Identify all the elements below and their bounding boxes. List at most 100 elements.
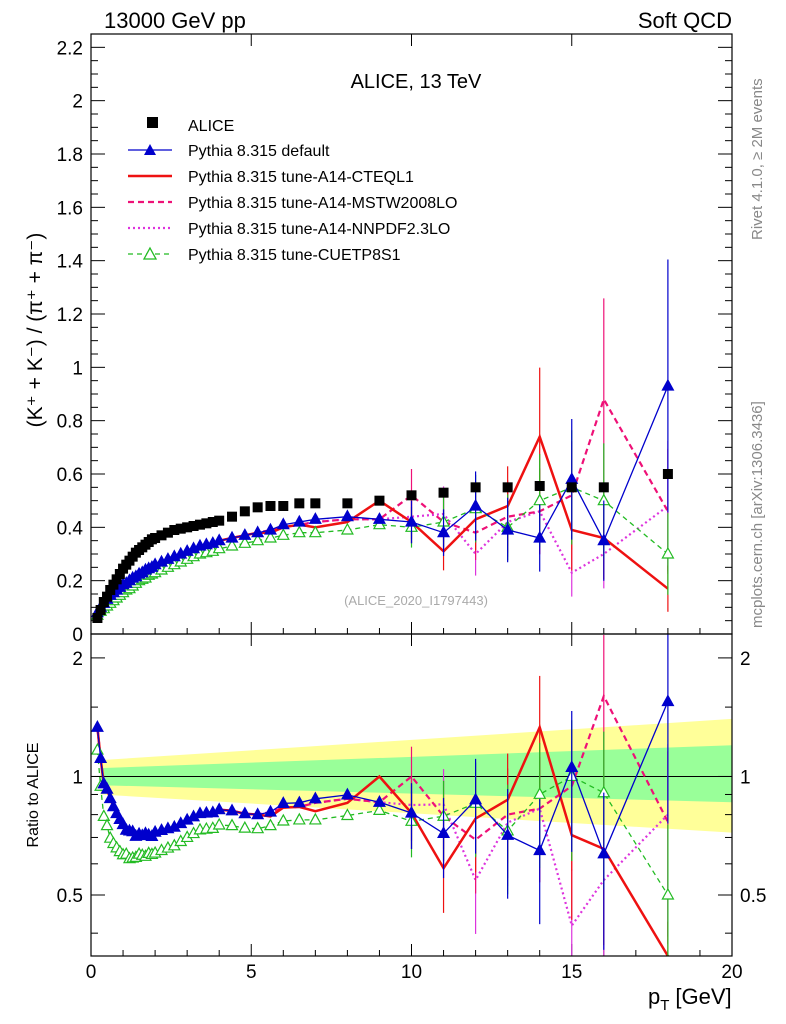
- data-point-alice: [239, 506, 250, 517]
- legend-label-cuetp8s1: Pythia 8.315 tune-CUETP8S1: [188, 247, 401, 264]
- x-axis-label-sub: T: [660, 997, 669, 1014]
- ratio-marker-cuetp8s1: [212, 817, 226, 830]
- ratio-marker-default: [212, 802, 226, 815]
- marker-cuetp8s1: [661, 546, 675, 559]
- data-point-alice: [662, 469, 673, 479]
- chart-title: ALICE, 13 TeV: [351, 71, 482, 93]
- ratio-marker-cuetp8s1: [340, 808, 354, 821]
- marker-cuetp8s1: [533, 493, 547, 506]
- y-axis-label: (K⁺ + K⁻) / (π⁺ + π⁻): [24, 233, 47, 428]
- legend-marker-default: [144, 144, 156, 155]
- data-point-alice: [227, 511, 238, 522]
- y-tick-label: 0.2: [57, 572, 83, 593]
- ratio-marker-default: [308, 791, 322, 804]
- x-tick-label: 20: [721, 962, 742, 983]
- marker-cuetp8s1: [251, 533, 265, 546]
- ratio-marker-cuetp8s1: [661, 887, 675, 900]
- ratio-marker-default: [501, 828, 515, 840]
- x-axis-label: pT [GeV]: [648, 984, 732, 1014]
- marker-default: [404, 514, 419, 527]
- ratio-marker-default: [469, 792, 483, 805]
- ratio-plot: 0 5 10 15 20 0.5 0.5 1 1 2 2: [57, 634, 766, 983]
- ratio-marker-default: [251, 807, 265, 820]
- data-point-alice: [598, 482, 609, 493]
- y-tick-label: 0.6: [57, 465, 83, 486]
- ratio-marker-default: [225, 803, 239, 816]
- ratio-marker-cuetp8s1: [97, 809, 111, 822]
- series-line-mstw: [96, 396, 669, 614]
- data-point-alice: [102, 591, 113, 602]
- ratio-y-tick-label: 1: [72, 767, 83, 788]
- data-point-alice: [214, 515, 225, 526]
- data-point-alice: [150, 533, 161, 543]
- ratio-marker-default: [94, 751, 108, 764]
- data-point-alice: [182, 522, 193, 533]
- side-top-label: Rivet 4.1.0, ≥ 2M events: [749, 78, 766, 240]
- x-axis-label-main: p: [648, 984, 660, 1009]
- legend: ALICE Pythia 8.315 default Pythia 8.315 …: [128, 117, 457, 264]
- legend-label-alice: ALICE: [188, 118, 234, 135]
- legend-label-nnpdf: Pythia 8.315 tune-A14-NNPDF2.3LO: [188, 221, 450, 238]
- header-right: Soft QCD: [638, 8, 732, 33]
- side-bottom-label: mcplots.cern.ch [arXiv:1306.3436]: [749, 401, 766, 628]
- marker-default: [276, 517, 290, 530]
- ratio-marker-default: [404, 805, 419, 818]
- marker-default: [372, 512, 386, 524]
- data-point-alice: [108, 579, 119, 590]
- ratio-marker-default: [103, 791, 117, 804]
- data-point-alice: [566, 482, 577, 493]
- ratio-marker-cuetp8s1: [263, 818, 277, 831]
- x-tick-label: 15: [561, 962, 582, 983]
- y-tick-label: 0.4: [57, 518, 84, 539]
- y-tick-label: 1: [72, 358, 83, 379]
- x-tick-label: 5: [246, 962, 257, 983]
- marker-default: [292, 514, 306, 527]
- y-tick-label: 1.8: [57, 145, 83, 166]
- ratio-y-tick-label-right: 1: [740, 767, 751, 788]
- ratio-marker-cuetp8s1: [372, 803, 386, 815]
- legend-label-cteql1: Pythia 8.315 tune-A14-CTEQL1: [188, 169, 414, 186]
- data-point-alice: [114, 569, 125, 579]
- marker-default: [263, 522, 277, 535]
- data-point-alice: [169, 525, 180, 535]
- ratio-marker-cuetp8s1: [225, 818, 239, 831]
- ratio-marker-default: [533, 843, 547, 856]
- data-point-alice: [294, 498, 305, 509]
- marker-default: [533, 530, 547, 543]
- y-tick-label: 0.8: [57, 412, 83, 433]
- data-point-alice: [310, 498, 321, 509]
- ratio-marker-cuetp8s1: [251, 821, 265, 834]
- marker-default: [501, 522, 515, 535]
- marker-default: [661, 378, 675, 391]
- y-tick-label: 2.2: [57, 38, 83, 59]
- legend-marker-alice: [147, 117, 158, 128]
- ratio-marker-cuetp8s1: [276, 813, 290, 826]
- ratio-marker-default: [597, 846, 611, 859]
- data-point-alice: [156, 530, 167, 541]
- marker-default: [340, 509, 354, 522]
- data-point-alice: [207, 517, 218, 527]
- ratio-y-axis-label: Ratio to ALICE: [25, 743, 42, 848]
- ratio-marker-cuetp8s1: [100, 818, 114, 831]
- ratio-marker-cuetp8s1: [308, 812, 322, 825]
- legend-marker-cuetp8s1: [142, 246, 158, 260]
- marker-default: [597, 533, 611, 546]
- x-tick-label: 0: [86, 962, 97, 983]
- data-point-alice: [438, 487, 449, 498]
- ratio-marker-default: [437, 826, 451, 838]
- header-left: 13000 GeV pp: [104, 8, 246, 33]
- ratio-y-tick-label: 0.5: [57, 886, 83, 907]
- marker-default: [251, 525, 265, 538]
- y-tick-label: 2: [72, 92, 83, 113]
- marker-default: [437, 525, 451, 538]
- ratio-marker-default: [238, 806, 252, 819]
- marker-cuetp8s1: [308, 525, 322, 538]
- ratio-y-tick-label-right: 2: [740, 649, 751, 670]
- data-point-alice: [201, 518, 212, 529]
- marker-cuetp8s1: [225, 538, 239, 551]
- x-axis-label-unit: [GeV]: [675, 984, 731, 1009]
- marker-cuetp8s1: [292, 525, 306, 538]
- ratio-y-tick-label-right: 0.5: [740, 886, 766, 907]
- ratio-marker-default: [100, 781, 114, 794]
